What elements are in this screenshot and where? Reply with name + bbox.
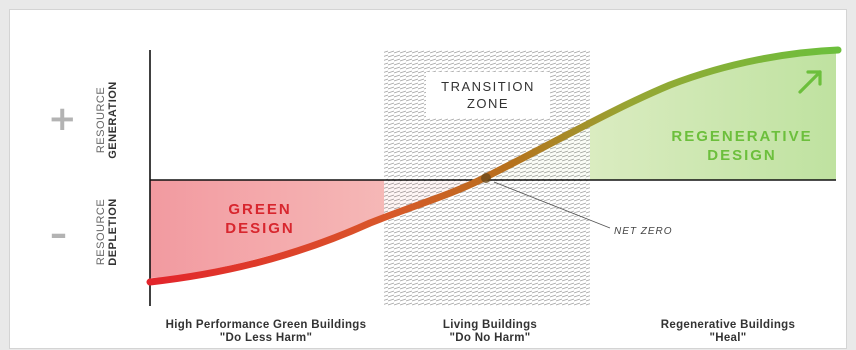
caption-regenerative-buildings: Regenerative Buildings "Heal" <box>628 319 828 345</box>
plus-sign: + <box>48 99 77 139</box>
caption-regenerative-buildings-title: Regenerative Buildings <box>660 319 796 331</box>
net-zero-pointer <box>493 181 611 229</box>
caption-living-buildings: Living Buildings "Do No Harm" <box>390 319 590 345</box>
green-design-line2: DESIGN <box>225 220 295 237</box>
caption-green-buildings-title: High Performance Green Buildings <box>165 319 367 331</box>
regenerative-design-diagram <box>146 46 842 306</box>
transition-zone-line2: ZONE <box>466 96 510 111</box>
transition-zone-line1: TRANSITION <box>441 79 535 94</box>
diagram-frame: + – RESOURCE GENERATION RESOURCE DEPLETI… <box>9 9 847 349</box>
minus-sign: – <box>50 214 67 254</box>
regenerative-design-label: REGENERATIVE DESIGN <box>662 127 822 165</box>
transition-zone-label: TRANSITION ZONE <box>426 78 550 112</box>
net-zero-label: NET ZERO <box>614 226 673 237</box>
resource-generation-label: RESOURCE GENERATION <box>95 60 119 180</box>
resource-generation-label-line2: GENERATION <box>107 81 119 159</box>
caption-living-buildings-title: Living Buildings <box>442 319 538 331</box>
performance-curve <box>146 46 842 286</box>
green-design-line1: GREEN <box>228 201 292 218</box>
resource-depletion-label: RESOURCE DEPLETION <box>95 172 119 292</box>
resource-generation-label-line1: RESOURCE <box>95 86 107 154</box>
resource-depletion-label-line1: RESOURCE <box>95 198 107 266</box>
transition-zone-label-box <box>426 72 550 118</box>
regenerative-design-line1: REGENERATIVE <box>671 128 813 145</box>
caption-green-buildings: High Performance Green Buildings "Do Les… <box>126 319 406 345</box>
caption-regenerative-buildings-subtitle: "Heal" <box>709 332 747 344</box>
caption-green-buildings-subtitle: "Do Less Harm" <box>219 332 313 344</box>
net-zero-marker <box>481 173 491 183</box>
caption-living-buildings-subtitle: "Do No Harm" <box>449 332 531 344</box>
resource-depletion-label-line2: DEPLETION <box>107 198 119 266</box>
regenerative-design-line2: DESIGN <box>707 147 777 164</box>
up-right-arrow-icon <box>798 70 822 94</box>
green-design-label: GREEN DESIGN <box>205 200 315 238</box>
